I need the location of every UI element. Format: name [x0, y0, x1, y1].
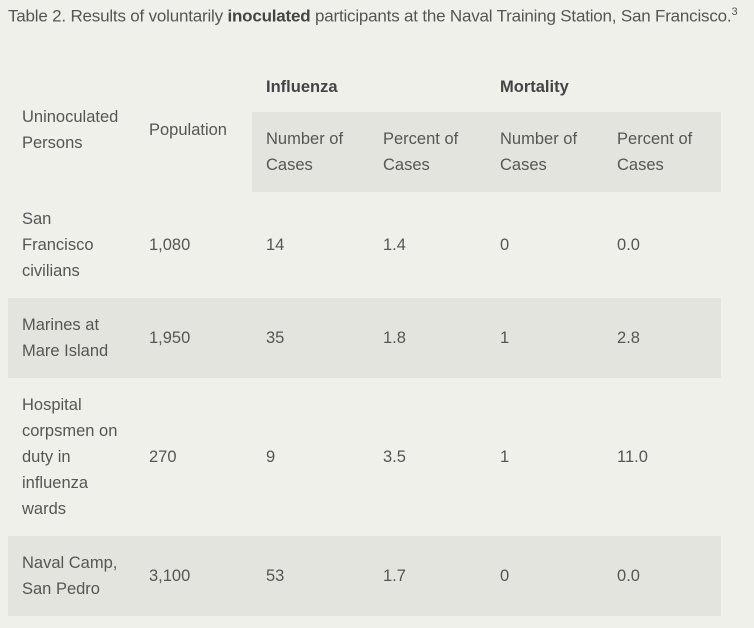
table-cell: 1.7	[369, 536, 487, 616]
table-cell: 53	[252, 536, 369, 616]
table-cell: 35	[252, 298, 369, 378]
caption-text: participants at the Naval Training Stati…	[310, 6, 732, 26]
column-header: Percent of Cases	[369, 112, 487, 192]
group-header: Mortality	[500, 78, 569, 96]
data-table: Uninoculated Persons Population Influenz…	[8, 68, 722, 616]
table-caption: Table 2. Results of voluntarily inoculat…	[8, 6, 738, 27]
table-cell: 1,080	[149, 236, 191, 254]
table-row: Hospital corpsmen on duty in influenza w…	[8, 378, 721, 536]
table-cell: 14	[266, 236, 285, 254]
caption-emphasis: inoculated	[227, 6, 311, 26]
caption-text: Table 2. Results of voluntarily	[8, 6, 228, 26]
footnote-ref[interactable]: 3	[731, 6, 738, 18]
table-cell: 270	[149, 448, 177, 466]
table-cell: 2.8	[603, 298, 722, 378]
table-row: San Francisco civilians 1,080 14 1.4 0 0.0	[8, 192, 721, 298]
table-cell: 1	[486, 298, 604, 378]
table-cell: 9	[266, 448, 276, 466]
column-header: Population	[149, 121, 227, 139]
table-cell: 1,950	[135, 298, 252, 378]
table-cell: 3.5	[383, 448, 406, 466]
subheader-row: Number of Cases Percent of Cases Number …	[8, 112, 722, 192]
row-label: Hospital corpsmen on duty in influenza w…	[22, 396, 118, 518]
table-cell: 3,100	[135, 536, 252, 616]
table-body: San Francisco civilians 1,080 14 1.4 0 0.0 Mar…	[8, 192, 722, 616]
column-header: Percent of Cases	[603, 112, 722, 192]
table-cell: 0.0	[603, 536, 722, 616]
table-row: Marines at Mare Island 1,950 35 1.8 1 2.8	[8, 298, 722, 378]
table-cell: 1.4	[383, 236, 406, 254]
row-label: San Francisco civilians	[22, 210, 94, 280]
header-row: Uninoculated Persons Population Influenz…	[8, 68, 721, 152]
column-header: Number of Cases	[252, 112, 369, 192]
column-header: Uninoculated Persons	[22, 108, 119, 152]
row-label: Marines at Mare Island	[8, 298, 135, 378]
table-row: Naval Camp, San Pedro 3,100 53 1.7 0 0.0	[8, 536, 722, 616]
table-cell: 11.0	[617, 448, 648, 466]
group-header: Influenza	[266, 78, 338, 96]
column-header: Number of Cases	[486, 112, 604, 192]
row-label: Naval Camp, San Pedro	[8, 536, 135, 616]
table-cell: 0	[486, 536, 604, 616]
table-cell: 1	[500, 448, 510, 466]
table-cell: 0	[500, 236, 510, 254]
table-cell: 1.8	[369, 298, 487, 378]
table-cell: 0.0	[617, 236, 640, 254]
